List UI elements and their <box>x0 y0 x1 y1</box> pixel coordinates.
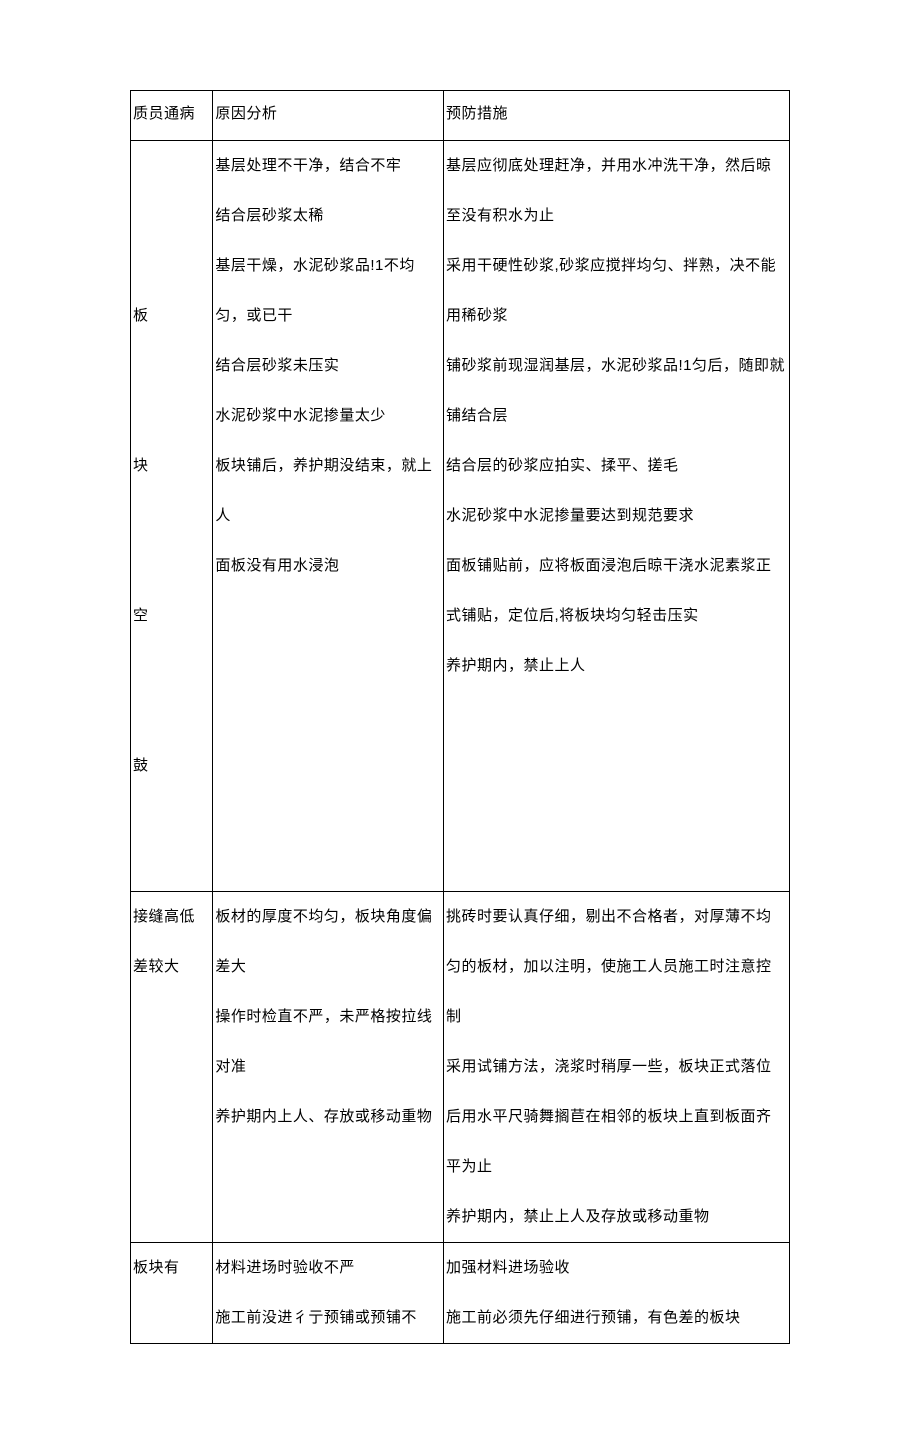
table-header-row: 质员通病 原因分析 预防措施 <box>131 91 790 141</box>
table-row: 板块有 材料进场时验收不严 施工前没进彳亍预铺或预铺不 加强材料进场验收 施工前… <box>131 1243 790 1344</box>
char: 块 <box>133 441 210 491</box>
cause-text: 材料进场时验收不严 施工前没进彳亍预铺或预铺不 <box>213 1243 443 1343</box>
prevention-text: 加强材料进场验收 施工前必须先仔细进行预铺，有色差的板块 <box>444 1243 789 1343</box>
cell-prevention: 挑砖时要认真仔细，剔出不合格者，对厚薄不均匀的板材，加以注明，使施工人员施工时注… <box>444 892 790 1243</box>
cell-defect-name: 接缝高低差较大 <box>131 892 213 1243</box>
cause-text: 板材的厚度不均匀，板块角度偏差大 操作时检直不严，未严格按拉线对准 养护期内上人… <box>213 892 443 1142</box>
cell-cause: 板材的厚度不均匀，板块角度偏差大 操作时检直不严，未严格按拉线对准 养护期内上人… <box>213 892 444 1243</box>
prevention-text: 挑砖时要认真仔细，剔出不合格者，对厚薄不均匀的板材，加以注明，使施工人员施工时注… <box>444 892 789 1242</box>
defect-name-text: 板块有 <box>131 1243 212 1293</box>
cell-defect-name: 板 块 空 鼓 <box>131 141 213 892</box>
cell-prevention: 加强材料进场验收 施工前必须先仔细进行预铺，有色差的板块 <box>444 1243 790 1344</box>
cell-cause: 材料进场时验收不严 施工前没进彳亍预铺或预铺不 <box>213 1243 444 1344</box>
cell-prevention: 基层应彻底处理赶净，并用水冲洗干净，然后晾至没有积水为止 采用干硬性砂浆,砂浆应… <box>444 141 790 892</box>
table-row: 接缝高低差较大 板材的厚度不均匀，板块角度偏差大 操作时检直不严，未严格按拉线对… <box>131 892 790 1243</box>
header-text-cause: 原因分析 <box>213 91 443 136</box>
defect-name-text: 接缝高低差较大 <box>131 892 212 992</box>
header-text-prevention: 预防措施 <box>444 91 789 136</box>
table-row: 板 块 空 鼓 基层处理不干净，结合不牢 结合层砂浆太稀 基层干燥，水泥砂浆品!… <box>131 141 790 892</box>
cell-defect-name: 板块有 <box>131 1243 213 1344</box>
prevention-text: 基层应彻底处理赶净，并用水冲洗干净，然后晾至没有积水为止 采用干硬性砂浆,砂浆应… <box>444 141 789 691</box>
header-text-defect: 质员通病 <box>131 91 212 136</box>
char: 鼓 <box>133 741 210 791</box>
header-cell-prevention: 预防措施 <box>444 91 790 141</box>
defect-name-vertical: 板 块 空 鼓 <box>131 141 212 891</box>
char: 空 <box>133 591 210 641</box>
quality-defects-table: 质员通病 原因分析 预防措施 板 块 空 鼓 基层处理不干净，结合不牢 结合层砂… <box>130 90 790 1344</box>
header-cell-cause: 原因分析 <box>213 91 444 141</box>
char: 板 <box>133 291 210 341</box>
header-cell-defect: 质员通病 <box>131 91 213 141</box>
cause-text: 基层处理不干净，结合不牢 结合层砂浆太稀 基层干燥，水泥砂浆品!1不均匀，或已干… <box>213 141 443 591</box>
cell-cause: 基层处理不干净，结合不牢 结合层砂浆太稀 基层干燥，水泥砂浆品!1不均匀，或已干… <box>213 141 444 892</box>
